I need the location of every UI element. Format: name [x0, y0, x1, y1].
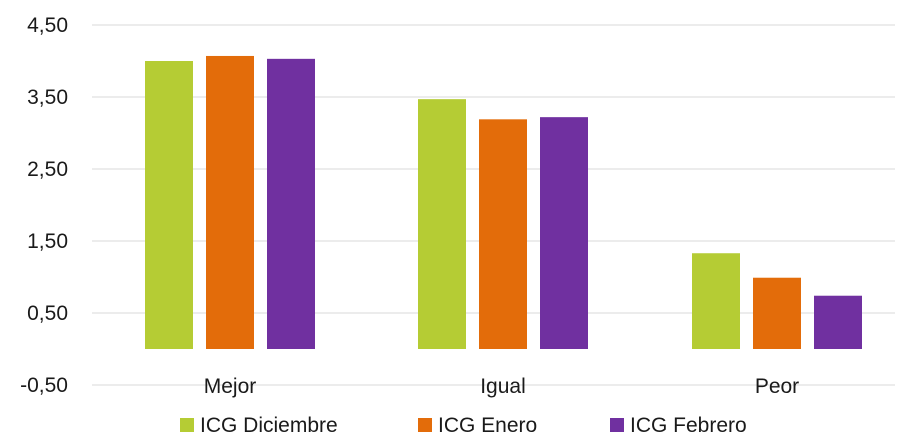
y-tick-label: 1,50: [27, 230, 68, 253]
legend-swatch: [180, 418, 194, 432]
y-tick-label: 0,50: [27, 302, 68, 325]
bar-mejor-3: [267, 58, 315, 350]
bar-mejor-2: [206, 55, 254, 350]
x-tick-label: Peor: [755, 375, 799, 398]
bar-igual-3: [540, 117, 588, 349]
bar-peor-2: [753, 277, 801, 349]
bar-igual-1: [418, 99, 466, 349]
legend-label: ICG Febrero: [630, 414, 747, 435]
legend: ICG Diciembre ICG Enero ICG Febrero: [180, 414, 747, 435]
bar-peor-3: [814, 295, 862, 349]
bar-igual-2: [479, 119, 527, 349]
legend-label: ICG Enero: [438, 414, 537, 435]
legend-label: ICG Diciembre: [200, 414, 338, 435]
legend-item: ICG Febrero: [610, 414, 747, 435]
y-tick-label: 3,50: [27, 86, 68, 109]
y-axis: 4,50 3,50 2,50 1,50 0,50 -0,50: [20, 14, 68, 397]
legend-item: ICG Diciembre: [180, 414, 338, 435]
x-tick-label: Igual: [480, 375, 526, 398]
x-axis: Mejor Igual Peor: [204, 375, 799, 398]
bar-peor-1: [692, 253, 740, 349]
legend-item: ICG Enero: [418, 414, 537, 435]
legend-swatch: [610, 418, 624, 432]
y-tick-label: 4,50: [27, 14, 68, 37]
y-tick-label: 2,50: [27, 158, 68, 181]
legend-swatch: [418, 418, 432, 432]
bars: [145, 55, 862, 350]
y-tick-label: -0,50: [20, 374, 68, 397]
bar-mejor-1: [145, 61, 193, 349]
x-tick-label: Mejor: [204, 375, 257, 398]
